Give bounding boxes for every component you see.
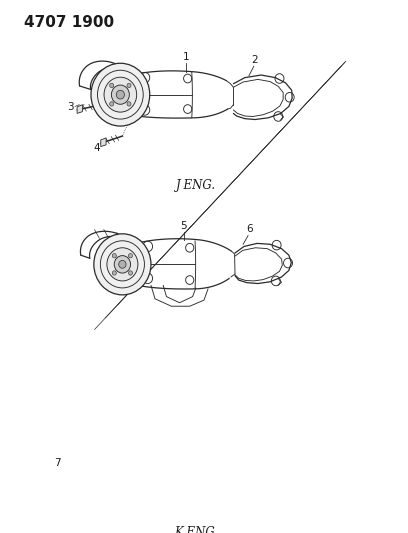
Text: 4: 4 bbox=[94, 143, 100, 154]
Text: 4707 1900: 4707 1900 bbox=[24, 15, 115, 30]
Circle shape bbox=[129, 254, 133, 258]
Circle shape bbox=[112, 254, 116, 258]
Circle shape bbox=[127, 83, 131, 87]
Circle shape bbox=[104, 77, 137, 112]
Circle shape bbox=[129, 271, 133, 275]
Circle shape bbox=[111, 85, 129, 104]
Text: 6: 6 bbox=[246, 224, 253, 234]
Polygon shape bbox=[77, 104, 82, 114]
Circle shape bbox=[94, 234, 151, 295]
Circle shape bbox=[107, 248, 138, 281]
Circle shape bbox=[127, 102, 131, 106]
Circle shape bbox=[110, 102, 114, 106]
Polygon shape bbox=[62, 464, 67, 472]
Circle shape bbox=[112, 271, 116, 275]
Text: 1: 1 bbox=[182, 52, 189, 62]
Text: J ENG.: J ENG. bbox=[176, 179, 216, 192]
Text: 7: 7 bbox=[54, 458, 60, 469]
Circle shape bbox=[91, 63, 150, 126]
Text: K ENG.: K ENG. bbox=[174, 526, 218, 533]
Text: 2: 2 bbox=[252, 55, 258, 66]
Text: 3: 3 bbox=[67, 102, 73, 112]
Text: 5: 5 bbox=[180, 221, 187, 231]
Circle shape bbox=[110, 83, 114, 87]
Circle shape bbox=[116, 90, 124, 99]
Circle shape bbox=[114, 256, 131, 273]
Circle shape bbox=[119, 261, 126, 268]
Polygon shape bbox=[101, 138, 106, 147]
